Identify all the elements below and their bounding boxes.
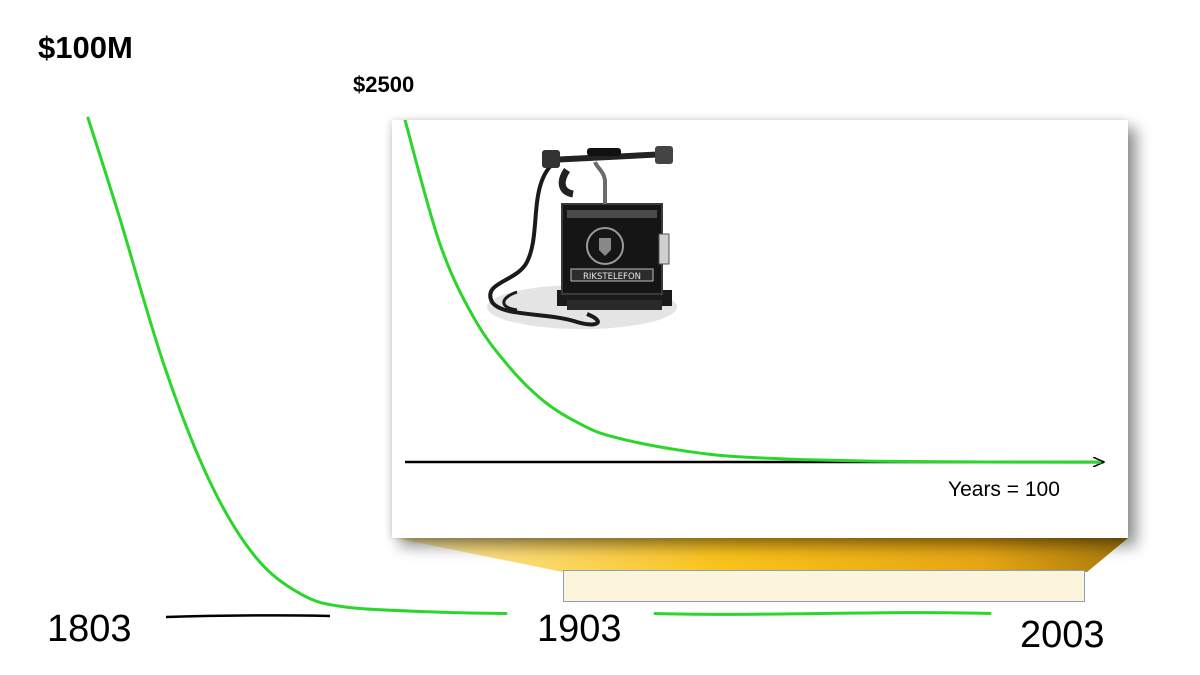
inset-series-line bbox=[403, 120, 1102, 464]
main-series-line-1803-1903 bbox=[86, 116, 508, 615]
inset-chart-panel: RIKSTELEFON Years = 100 bbox=[392, 120, 1128, 538]
zoom-wedge bbox=[395, 538, 1128, 572]
inset-chart: RIKSTELEFON Years = 100 bbox=[403, 120, 1128, 501]
main-y-max-label: $100M bbox=[38, 30, 133, 65]
zoom-range-box bbox=[563, 570, 1085, 602]
inset-y-max-label: $2500 bbox=[353, 72, 415, 97]
inset-x-axis-label: Years = 100 bbox=[948, 478, 1060, 501]
main-series-line-1903-2003 bbox=[653, 611, 992, 616]
x-tick-label: 1803 bbox=[47, 608, 132, 650]
svg-text:RIKSTELEFON: RIKSTELEFON bbox=[583, 272, 641, 282]
main-x-axis-line bbox=[165, 614, 331, 619]
telephone-icon: RIKSTELEFON bbox=[487, 146, 677, 329]
x-tick-label: 2003 bbox=[1020, 614, 1105, 656]
x-tick-label: 1903 bbox=[537, 608, 622, 650]
